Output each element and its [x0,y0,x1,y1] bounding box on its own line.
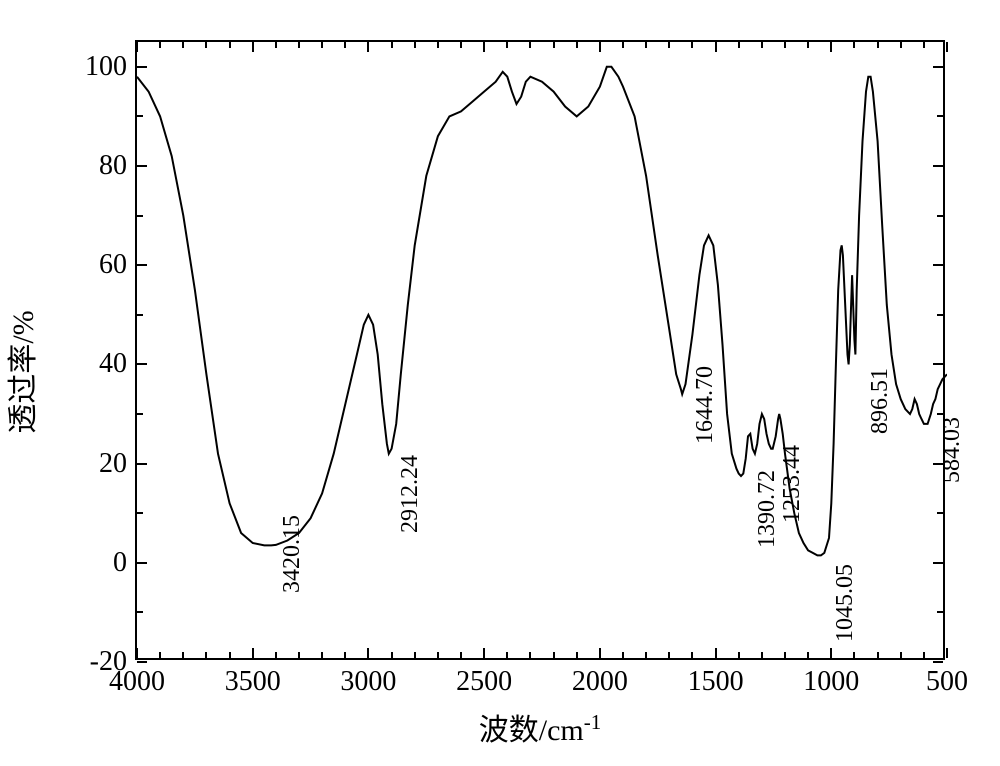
ir-spectrum-chart: -200204060801004000350030002500200015001… [0,0,1000,766]
plot-area: -200204060801004000350030002500200015001… [135,40,945,660]
x-tick-label: 500 [926,666,968,698]
y-tick-label: 0 [113,547,127,579]
x-tick-label: 4000 [109,666,165,698]
peak-label: 584.03 [939,417,966,483]
peak-label: 1390.72 [754,470,781,548]
x-tick-label: 1000 [803,666,859,698]
y-axis-label: 透过率/% [0,272,42,472]
peak-label: 3420.15 [279,515,306,593]
spectrum-line [137,42,947,662]
x-tick-label: 2000 [572,666,628,698]
peak-label: 1045.05 [832,564,859,642]
y-tick-label: 40 [99,348,127,380]
y-tick-label: 20 [99,448,127,480]
peak-label: 2912.24 [397,455,424,533]
x-axis-label: 波数/cm-1 [135,705,945,749]
peak-label: 1644.70 [692,366,719,444]
y-tick-label: 80 [99,150,127,182]
peak-label: 896.51 [867,368,894,434]
y-tick-label: 60 [99,249,127,281]
x-tick-label: 3500 [225,666,281,698]
y-tick-label: 100 [85,51,127,83]
x-tick-label: 3000 [340,666,396,698]
x-tick-label: 1500 [688,666,744,698]
x-tick-label: 2500 [456,666,512,698]
peak-label: 1253.44 [779,445,806,523]
